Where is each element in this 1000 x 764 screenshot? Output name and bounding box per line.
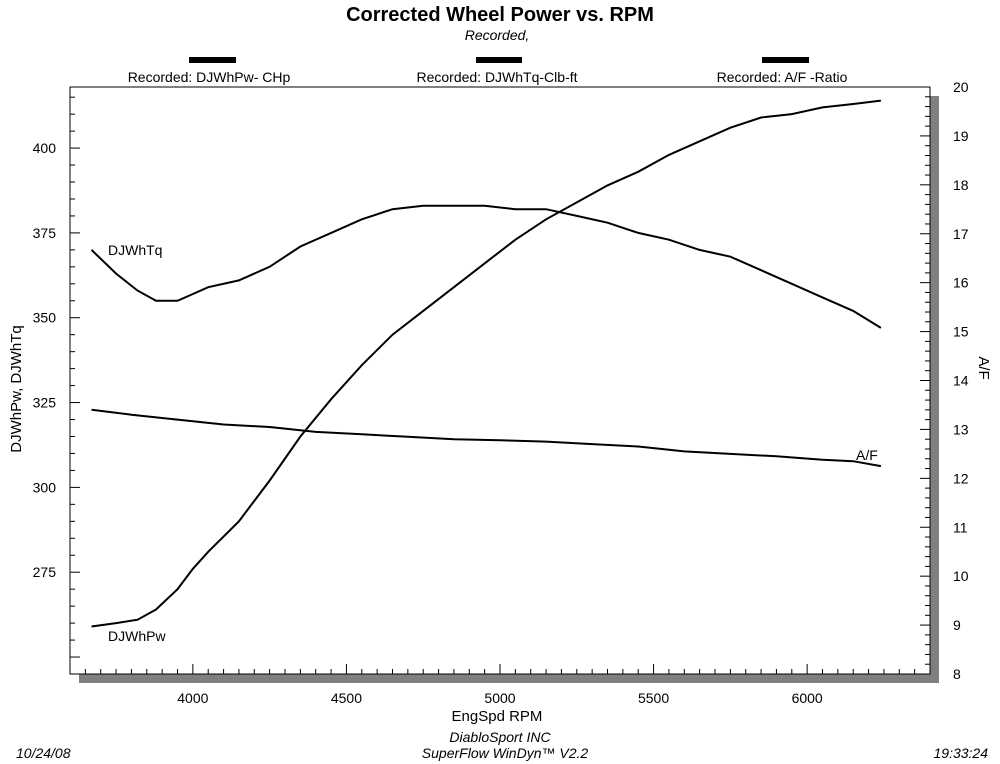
- x-tick-label: 4500: [331, 690, 362, 706]
- legend-label-af: Recorded: A/F -Ratio: [717, 69, 848, 85]
- chart-title: Corrected Wheel Power vs. RPM: [346, 4, 654, 26]
- legend-label-torque: Recorded: DJWhTq-Clb-ft: [416, 69, 577, 85]
- y-right-tick-label: 19: [953, 128, 969, 144]
- x-axis: 4000 4500 5000 5500 6000: [177, 690, 823, 706]
- x-axis-label: EngSpd RPM: [452, 708, 543, 725]
- y-right-tick-label: 20: [953, 79, 969, 95]
- y-right-tick-label: 11: [953, 519, 968, 535]
- legend-label-power: Recorded: DJWhPw- CHp: [128, 69, 291, 85]
- axis-ticks: [70, 86, 930, 675]
- chart-subtitle: Recorded,: [465, 27, 530, 43]
- legend-swatch-torque: [476, 57, 522, 63]
- y-right-tick-label: 15: [953, 324, 969, 340]
- y-right-tick-label: 8: [953, 666, 961, 682]
- footer-date: 10/24/08: [16, 745, 71, 761]
- footer-time: 19:33:24: [934, 745, 989, 761]
- x-tick-label: 6000: [792, 690, 823, 706]
- series-line-af: [91, 408, 882, 468]
- y-axis-left: 275 300 325 350 375 400: [33, 140, 57, 580]
- y-right-tick-label: 16: [953, 275, 969, 291]
- legend: Recorded: DJWhPw- CHp Recorded: DJWhTq-C…: [128, 57, 848, 85]
- y-left-tick-label: 375: [33, 225, 57, 241]
- plot-area: [69, 86, 931, 675]
- y-axis-right-label: A/F: [975, 356, 992, 379]
- y-left-tick-label: 300: [33, 479, 57, 495]
- legend-swatch-power: [189, 57, 236, 63]
- y-right-tick-label: 18: [953, 177, 969, 193]
- y-right-tick-label: 17: [953, 226, 969, 242]
- footer-company: DiabloSport INC: [449, 729, 551, 745]
- y-right-tick-label: 10: [953, 568, 969, 584]
- y-axis-left-label: DJWhPw, DJWhTq: [8, 325, 25, 453]
- series-line-djwhtq: [90, 204, 882, 329]
- y-axis-right: 8 9 10 11 12 13 14 15 16 17 18 19 20: [953, 79, 969, 682]
- y-right-tick-label: 12: [953, 470, 969, 486]
- y-left-tick-label: 325: [33, 395, 57, 411]
- series-label-djwhpw: DJWhPw: [108, 628, 166, 644]
- y-right-tick-label: 9: [953, 617, 961, 633]
- footer-software: SuperFlow WinDyn™ V2.2: [422, 745, 589, 761]
- legend-swatch-af: [762, 57, 809, 63]
- x-tick-label: 4000: [177, 690, 208, 706]
- y-left-tick-label: 400: [33, 140, 57, 156]
- y-right-tick-label: 13: [953, 421, 969, 437]
- y-left-tick-label: 350: [33, 310, 57, 326]
- x-tick-label: 5500: [638, 690, 669, 706]
- y-right-tick-label: 14: [953, 373, 969, 389]
- x-tick-label: 5000: [484, 690, 515, 706]
- series-label-djwhtq: DJWhTq: [108, 242, 162, 258]
- series-line-djwhpw: [91, 99, 882, 628]
- y-left-tick-label: 275: [33, 564, 57, 580]
- series-label-af: A/F: [856, 447, 878, 463]
